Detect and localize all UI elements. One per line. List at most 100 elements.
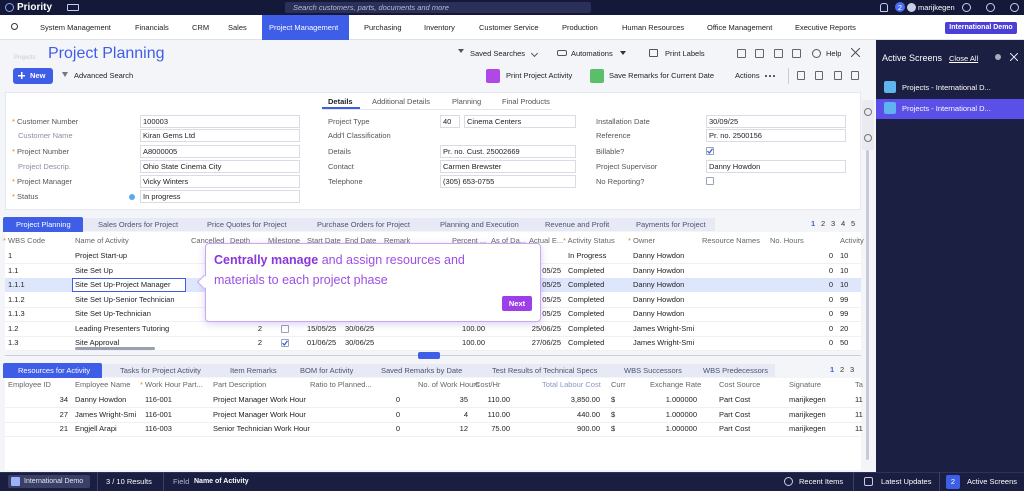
menu-item[interactable]: Financials bbox=[135, 23, 169, 32]
menu-item[interactable]: Inventory bbox=[424, 23, 455, 32]
field-input[interactable] bbox=[706, 160, 846, 173]
field-input[interactable] bbox=[440, 160, 576, 173]
help[interactable]: Help bbox=[826, 49, 842, 58]
latest-updates[interactable]: Latest Updates bbox=[881, 477, 932, 486]
page-number[interactable]: 2 bbox=[840, 365, 845, 374]
subform-tab[interactable]: Price Quotes for Project bbox=[207, 220, 287, 229]
pin-icon[interactable] bbox=[995, 54, 1001, 60]
page-number[interactable]: 3 bbox=[850, 365, 855, 374]
bell-icon[interactable] bbox=[880, 3, 888, 12]
automations[interactable]: Automations bbox=[571, 49, 613, 58]
subform-tab[interactable]: WBS Predecessors bbox=[703, 366, 769, 375]
checkbox[interactable] bbox=[706, 147, 714, 155]
subform-tab[interactable]: BOM for Activity bbox=[300, 366, 354, 375]
form-tab[interactable]: Planning bbox=[452, 97, 482, 106]
strip-icon[interactable] bbox=[864, 134, 872, 142]
menu-item[interactable]: Project Management bbox=[269, 23, 339, 32]
close-icon[interactable] bbox=[851, 48, 860, 57]
form-tab[interactable]: Additional Details bbox=[372, 97, 430, 106]
subform-tab[interactable]: Saved Remarks by Date bbox=[381, 366, 463, 375]
field-input[interactable] bbox=[140, 115, 300, 128]
close-all[interactable]: Close All bbox=[949, 54, 979, 63]
page-number[interactable]: 5 bbox=[851, 219, 856, 228]
print-labels[interactable]: Print Labels bbox=[665, 49, 705, 58]
next-button[interactable]: Next bbox=[502, 296, 532, 311]
menu-item[interactable]: Human Resources bbox=[622, 23, 685, 32]
page-number[interactable]: 1 bbox=[830, 365, 835, 374]
subform-tab[interactable]: Sales Orders for Project bbox=[98, 220, 179, 229]
top-icon[interactable] bbox=[962, 3, 971, 12]
subform-tab[interactable]: Purchase Orders for Project bbox=[317, 220, 410, 229]
form-tab[interactable]: Final Products bbox=[502, 97, 550, 106]
menu-item[interactable]: Production bbox=[562, 23, 598, 32]
toolbar-icon[interactable] bbox=[737, 49, 746, 58]
field-input[interactable] bbox=[140, 145, 300, 158]
action-icon[interactable] bbox=[834, 71, 842, 80]
top-icon[interactable] bbox=[986, 3, 995, 12]
strip-icon[interactable] bbox=[864, 108, 872, 116]
menu-item[interactable]: Purchasing bbox=[364, 23, 402, 32]
toolbar-icon[interactable] bbox=[774, 49, 783, 58]
page-number[interactable]: 3 bbox=[831, 219, 836, 228]
actions-menu[interactable]: Actions bbox=[735, 71, 760, 80]
keyboard-icon[interactable] bbox=[67, 4, 79, 11]
cell: 0 bbox=[828, 265, 833, 275]
action-icon[interactable] bbox=[797, 71, 805, 80]
top-icon[interactable] bbox=[1010, 3, 1019, 12]
field-input[interactable] bbox=[706, 129, 846, 142]
menu-item[interactable]: Executive Reports bbox=[795, 23, 856, 32]
subform-tab[interactable]: Resources for Activity bbox=[18, 366, 91, 375]
field-input[interactable] bbox=[440, 115, 460, 128]
menu-search-icon[interactable] bbox=[11, 23, 18, 30]
field-input[interactable] bbox=[440, 145, 576, 158]
active-screen-item[interactable]: Projects - International D... bbox=[902, 83, 991, 92]
field-input[interactable] bbox=[440, 175, 576, 188]
recent-items[interactable]: Recent Items bbox=[799, 477, 844, 486]
subform-tab[interactable]: Payments for Project bbox=[636, 220, 706, 229]
subform-tab[interactable]: Project Planning bbox=[16, 220, 71, 229]
page-number[interactable]: 1 bbox=[811, 219, 816, 228]
avatar[interactable] bbox=[907, 3, 916, 12]
subform-tab[interactable]: Revenue and Profit bbox=[545, 220, 610, 229]
cell: 0 bbox=[395, 409, 400, 419]
next-label: Next bbox=[508, 298, 526, 308]
menu-item[interactable]: Customer Service bbox=[479, 23, 539, 32]
field-input[interactable] bbox=[140, 175, 300, 188]
menu-item[interactable]: Sales bbox=[228, 23, 247, 32]
save-remarks[interactable]: Save Remarks for Current Date bbox=[609, 71, 715, 80]
active-screens[interactable]: Active Screens bbox=[967, 477, 1018, 486]
saved-searches[interactable]: Saved Searches bbox=[470, 49, 526, 58]
advanced-search[interactable]: Advanced Search bbox=[74, 71, 134, 80]
field-input[interactable] bbox=[140, 129, 300, 142]
toolbar-icon[interactable] bbox=[792, 49, 801, 58]
field-input[interactable] bbox=[140, 190, 300, 203]
field-input[interactable] bbox=[140, 160, 300, 173]
subform-tab[interactable]: Test Results of Technical Specs bbox=[492, 366, 598, 375]
subform-tab[interactable]: Tasks for Project Activity bbox=[120, 366, 201, 375]
subform-tab[interactable]: WBS Successors bbox=[624, 366, 682, 375]
field-label: Customer Number bbox=[12, 117, 78, 127]
menu-item[interactable]: System Management bbox=[40, 23, 111, 32]
checkbox[interactable] bbox=[706, 177, 714, 185]
company-button[interactable] bbox=[945, 22, 1017, 34]
milestone-checkbox[interactable] bbox=[281, 324, 289, 333]
menu-item[interactable]: CRM bbox=[192, 23, 210, 32]
company-chip[interactable] bbox=[8, 475, 90, 488]
action-icon[interactable] bbox=[851, 71, 859, 80]
milestone-checkbox[interactable] bbox=[281, 339, 289, 347]
toolbar-icon[interactable] bbox=[755, 49, 764, 58]
field-input[interactable] bbox=[464, 115, 576, 128]
subform-tab[interactable]: Item Remarks bbox=[230, 366, 277, 375]
search-box[interactable] bbox=[285, 2, 591, 13]
page-number[interactable]: 2 bbox=[821, 219, 826, 228]
menu-item[interactable]: Office Management bbox=[707, 23, 773, 32]
page-number[interactable]: 4 bbox=[841, 219, 846, 228]
print-activity[interactable]: Print Project Activity bbox=[506, 71, 573, 80]
splitter-handle[interactable] bbox=[418, 352, 440, 359]
subform-tab[interactable]: Planning and Execution bbox=[440, 220, 519, 229]
active-screen-item[interactable]: Projects - International D... bbox=[902, 104, 991, 113]
action-icon[interactable] bbox=[815, 71, 823, 80]
close-icon[interactable] bbox=[1010, 53, 1018, 61]
field-input[interactable] bbox=[706, 115, 846, 128]
form-tab[interactable]: Details bbox=[328, 97, 353, 106]
